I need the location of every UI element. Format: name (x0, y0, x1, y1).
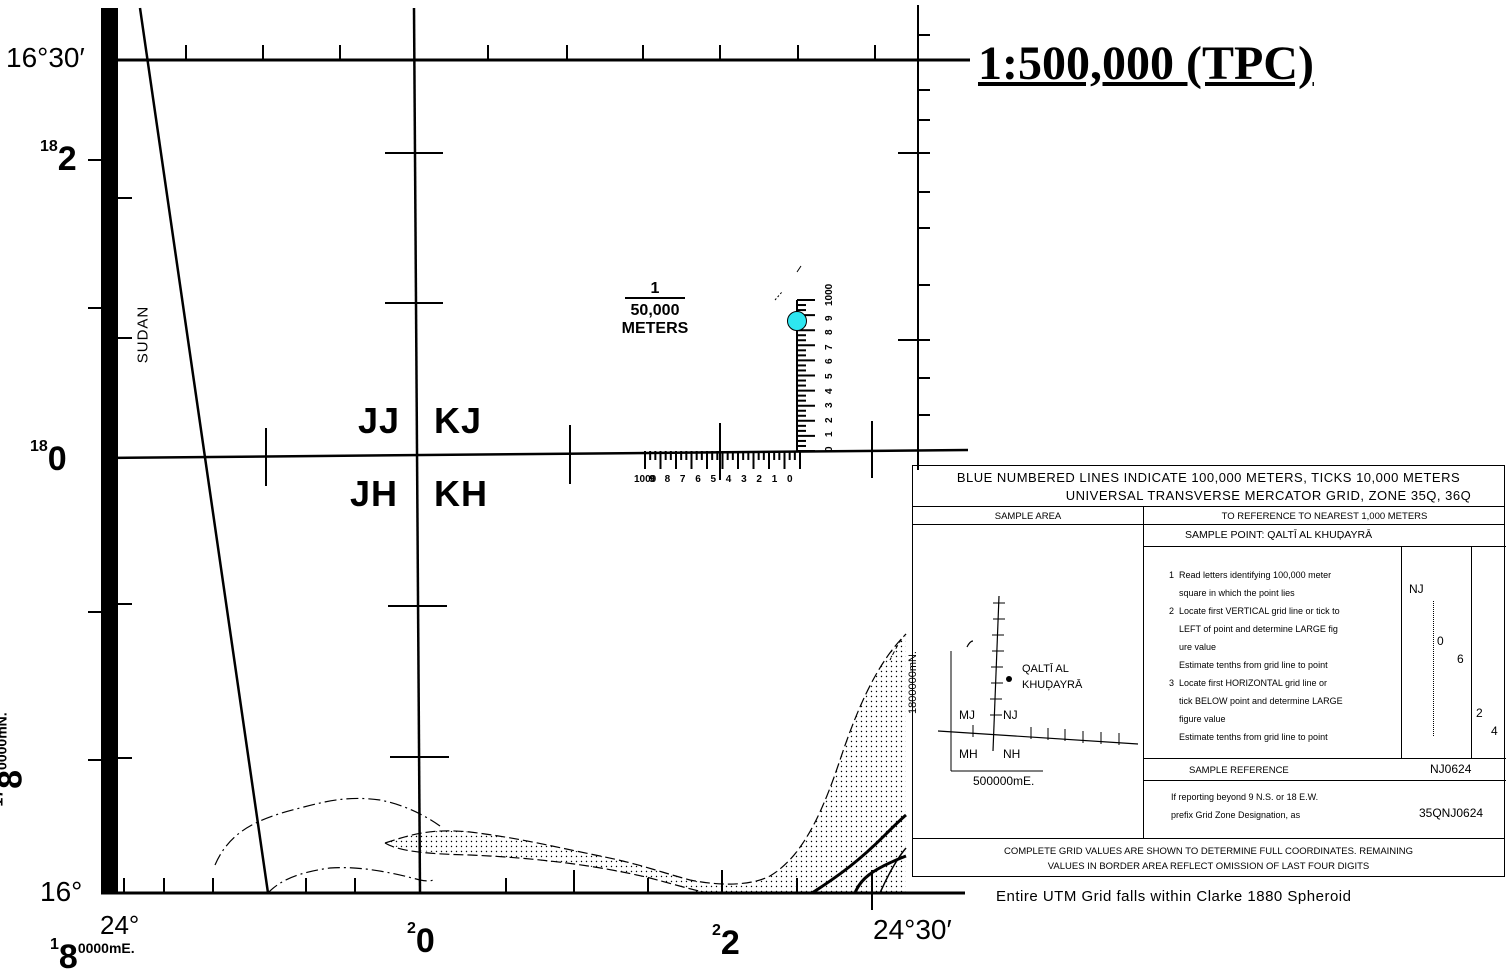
zone-diagonal (140, 8, 268, 893)
grid-square-kj: KJ (434, 400, 482, 442)
lon-right-label: 24°30′ (873, 914, 952, 946)
grid-line-e20 (414, 8, 420, 893)
spheroid-note: Entire UTM Grid falls within Clarke 1880… (996, 888, 1351, 905)
legend-beyond-value: 35QNJ0624 (1419, 806, 1483, 820)
scale-h-tick-label: 1 (772, 474, 778, 485)
inset-nj: NJ (1003, 708, 1018, 722)
step-value-v-tenths: 6 (1457, 652, 1464, 666)
scale-numerator: 1 (625, 280, 685, 298)
scale-h-tick-label: 0 (787, 474, 793, 485)
grid-square-kh: KH (434, 473, 488, 515)
grid-square-jh: JH (350, 473, 398, 515)
border-band (101, 8, 118, 893)
ticks-right (898, 35, 930, 415)
scale-h-tick-label: 4 (726, 474, 732, 485)
legend-beyond-1: If reporting beyond 9 N.S. or 18 E.W. (1171, 792, 1318, 802)
inset-nh: NH (1003, 747, 1020, 761)
legend-step-line: Estimate tenths from grid line to point (1169, 728, 1399, 746)
scale-v-tick-label: 6 (824, 359, 835, 365)
step-value-h-large: 2 (1476, 706, 1483, 720)
grid-label-e20: 20 (407, 922, 435, 961)
inset-place-1: QALTĪ AL (1022, 662, 1069, 677)
legend-sample-point: SAMPLE POINT: QALTĪ AL KHUḐAYRĀ (1185, 526, 1372, 544)
scale-h-tick-label: 6 (695, 474, 701, 485)
scale-v-tick-label: 1 (824, 432, 835, 438)
stipple-area-river (385, 634, 906, 893)
scale-v-tick-label: 3 (824, 403, 835, 409)
scale-v-tick-label: 1000 (824, 284, 835, 306)
legend-step-line: 1 Read letters identifying 100,000 meter (1169, 566, 1399, 584)
legend-inset-diagram (933, 591, 1143, 811)
scale-v-tick-label: 9 (824, 315, 835, 321)
scale-h-tick-label: 2 (756, 474, 762, 485)
legend-divider-6 (913, 838, 1504, 839)
scale-h-tick-label: 7 (680, 474, 686, 485)
grid-square-jj: JJ (358, 400, 400, 442)
legend-column-divider (1143, 506, 1144, 838)
inset-mj: MJ (959, 708, 975, 722)
scale-denominator: 50,000 (620, 302, 690, 320)
scale-v-tick-label: 8 (824, 330, 835, 336)
scale-v-tick-label: 0 (824, 446, 835, 452)
legend-steps: 1 Read letters identifying 100,000 meter… (1169, 566, 1399, 746)
scale-v-tick-label: 5 (824, 373, 835, 379)
inset-mh: MH (959, 747, 978, 761)
legend-steps-divider (1401, 546, 1402, 758)
scale-h-tick-label: 9 (649, 474, 655, 485)
ruler-mark (797, 266, 801, 272)
inset-place-2: KHUḐAYRĀ (1022, 678, 1082, 693)
grid-label-180: 180 (30, 440, 67, 479)
scale-h-tick-label: 5 (711, 474, 717, 485)
lat-bottom-label: 16° (40, 876, 82, 908)
legend-step-line: LEFT of point and determine LARGE fig (1169, 620, 1399, 638)
scale-units: METERS (610, 320, 700, 338)
legend-divider-5 (1143, 780, 1506, 781)
legend-step-line: 3 Locate first HORIZONTAL grid line or (1169, 674, 1399, 692)
legend-steps-divider-2 (1471, 546, 1472, 758)
legend-step-line: ure value (1169, 638, 1399, 656)
legend-step-line: 2 Locate first VERTICAL grid line or tic… (1169, 602, 1399, 620)
legend-beyond-2: prefix Grid Zone Designation, as (1171, 810, 1300, 820)
scale-h-tick-label: 8 (665, 474, 671, 485)
map-title: 1:500,000 (TPC) (978, 36, 1314, 91)
northing-full-label: 1780000mN. (0, 712, 31, 806)
scale-h-tick-label: 3 (741, 474, 747, 485)
step-value-letters: NJ (1409, 582, 1424, 596)
legend-step-line: square in which the point lies (1169, 584, 1399, 602)
legend-step-line: Estimate tenths from grid line to point (1169, 656, 1399, 674)
legend-divider-3 (1143, 546, 1506, 547)
scale-v-tick-label: 7 (824, 344, 835, 350)
wadi-outline (215, 798, 440, 865)
legend-divider (913, 506, 1504, 507)
grid-label-e22: 22 (712, 924, 740, 963)
legend-header-2: UNIVERSAL TRANSVERSE MERCATOR GRID, ZONE… (913, 487, 1504, 505)
easting-full-label: 180000mE. (50, 938, 135, 977)
legend-step-line: tick BELOW point and determine LARGE (1169, 692, 1399, 710)
lon-left-label: 24° (100, 910, 139, 941)
grid-label-182: 182 (40, 140, 77, 179)
grid-reference-legend: BLUE NUMBERED LINES INDICATE 100,000 MET… (912, 465, 1505, 877)
legend-step-line: figure value (1169, 710, 1399, 728)
location-marker (788, 312, 807, 331)
ruler-mark-2 (775, 292, 782, 300)
wadi-outline-2 (268, 868, 434, 893)
legend-sample-reference-value: NJ0624 (1430, 762, 1471, 776)
step-value-v-large: 0 (1437, 634, 1444, 648)
step-guide (1433, 601, 1434, 736)
legend-footer-2: VALUES IN BORDER AREA REFLECT OMISSION O… (913, 859, 1504, 874)
legend-sample-reference: SAMPLE REFERENCE (1189, 762, 1289, 780)
lat-top-label: 16°30′ (6, 42, 85, 74)
legend-divider-2 (913, 524, 1504, 525)
legend-header-1: BLUE NUMBERED LINES INDICATE 100,000 MET… (913, 466, 1504, 487)
legend-footer-1: COMPLETE GRID VALUES ARE SHOWN TO DETERM… (913, 844, 1504, 859)
ticks-top (186, 45, 875, 60)
step-value-h-tenths: 4 (1491, 724, 1498, 738)
scale-v-tick-label: 2 (824, 417, 835, 423)
inset-northing: 1800000mN. (907, 651, 919, 714)
legend-divider-4 (1143, 758, 1506, 759)
grid-line-n180 (101, 450, 968, 458)
scale-v-tick-label: 4 (824, 388, 835, 394)
inset-easting: 500000mE. (973, 774, 1034, 788)
country-label-sudan: SUDAN (134, 306, 151, 364)
